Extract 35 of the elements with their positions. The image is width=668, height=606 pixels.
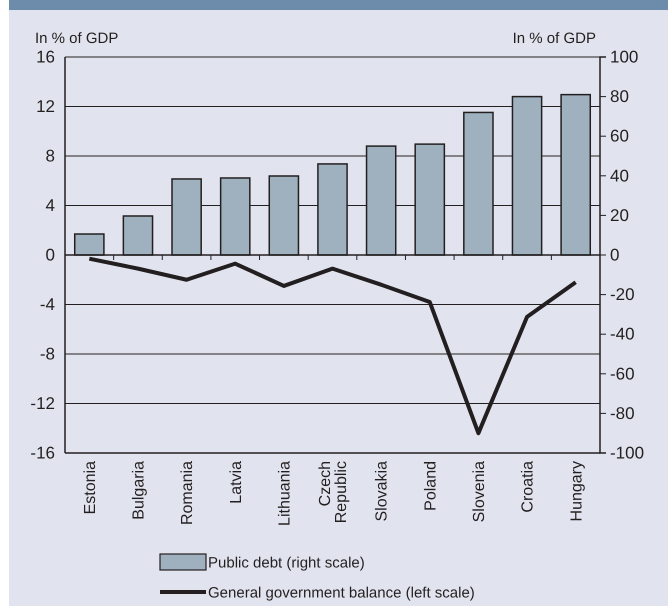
- y-tick-label: -4: [40, 294, 55, 314]
- y2-tick-label: -100: [610, 443, 644, 462]
- y2-tick-label: -60: [610, 364, 635, 384]
- x-tick-label: Latvia: [228, 460, 245, 504]
- x-tick-label: Romania: [179, 460, 196, 526]
- y-tick-label: -16: [30, 443, 55, 462]
- x-tick-label: Croatia: [520, 460, 537, 513]
- legend-label: Public debt (right scale): [208, 554, 365, 572]
- y-tick-label: -12: [30, 394, 55, 413]
- y2-tick-label: -40: [610, 324, 635, 344]
- x-tick-label: Lithuania: [276, 460, 294, 526]
- y2-tick-label: -80: [610, 404, 635, 423]
- y-tick-label: 16: [36, 47, 55, 66]
- x-tick-label: Slovakia: [374, 460, 391, 522]
- y2-tick-label: -20: [610, 285, 635, 304]
- y2-tick-label: 80: [610, 87, 629, 106]
- y2-axis-title: In % of GDP: [512, 30, 596, 47]
- y-tick-label: 12: [36, 96, 55, 116]
- y-tick-label: 8: [46, 146, 55, 166]
- legend-label: General government balance (left scale): [208, 584, 475, 602]
- x-tick-label: Hungary: [568, 461, 586, 522]
- x-tick-label: Slovenia: [471, 460, 488, 522]
- y2-tick-label: 100: [610, 47, 638, 66]
- y-axis-title: In % of GDP: [35, 30, 118, 47]
- y2-tick-label: 0: [610, 245, 620, 264]
- y2-tick-label: 60: [610, 126, 629, 146]
- x-tick-label: Czech Republic: [317, 461, 350, 524]
- y2-tick-label: 20: [610, 206, 629, 225]
- y-tick-label: 4: [46, 196, 55, 215]
- x-tick-label: Estonia: [82, 460, 99, 514]
- x-tick-label: Bulgaria: [130, 460, 148, 520]
- y2-tick-label: 40: [610, 166, 629, 186]
- x-tick-label: Poland: [422, 461, 440, 511]
- y-tick-label: -8: [40, 344, 55, 364]
- y-tick-label: 0: [46, 245, 55, 264]
